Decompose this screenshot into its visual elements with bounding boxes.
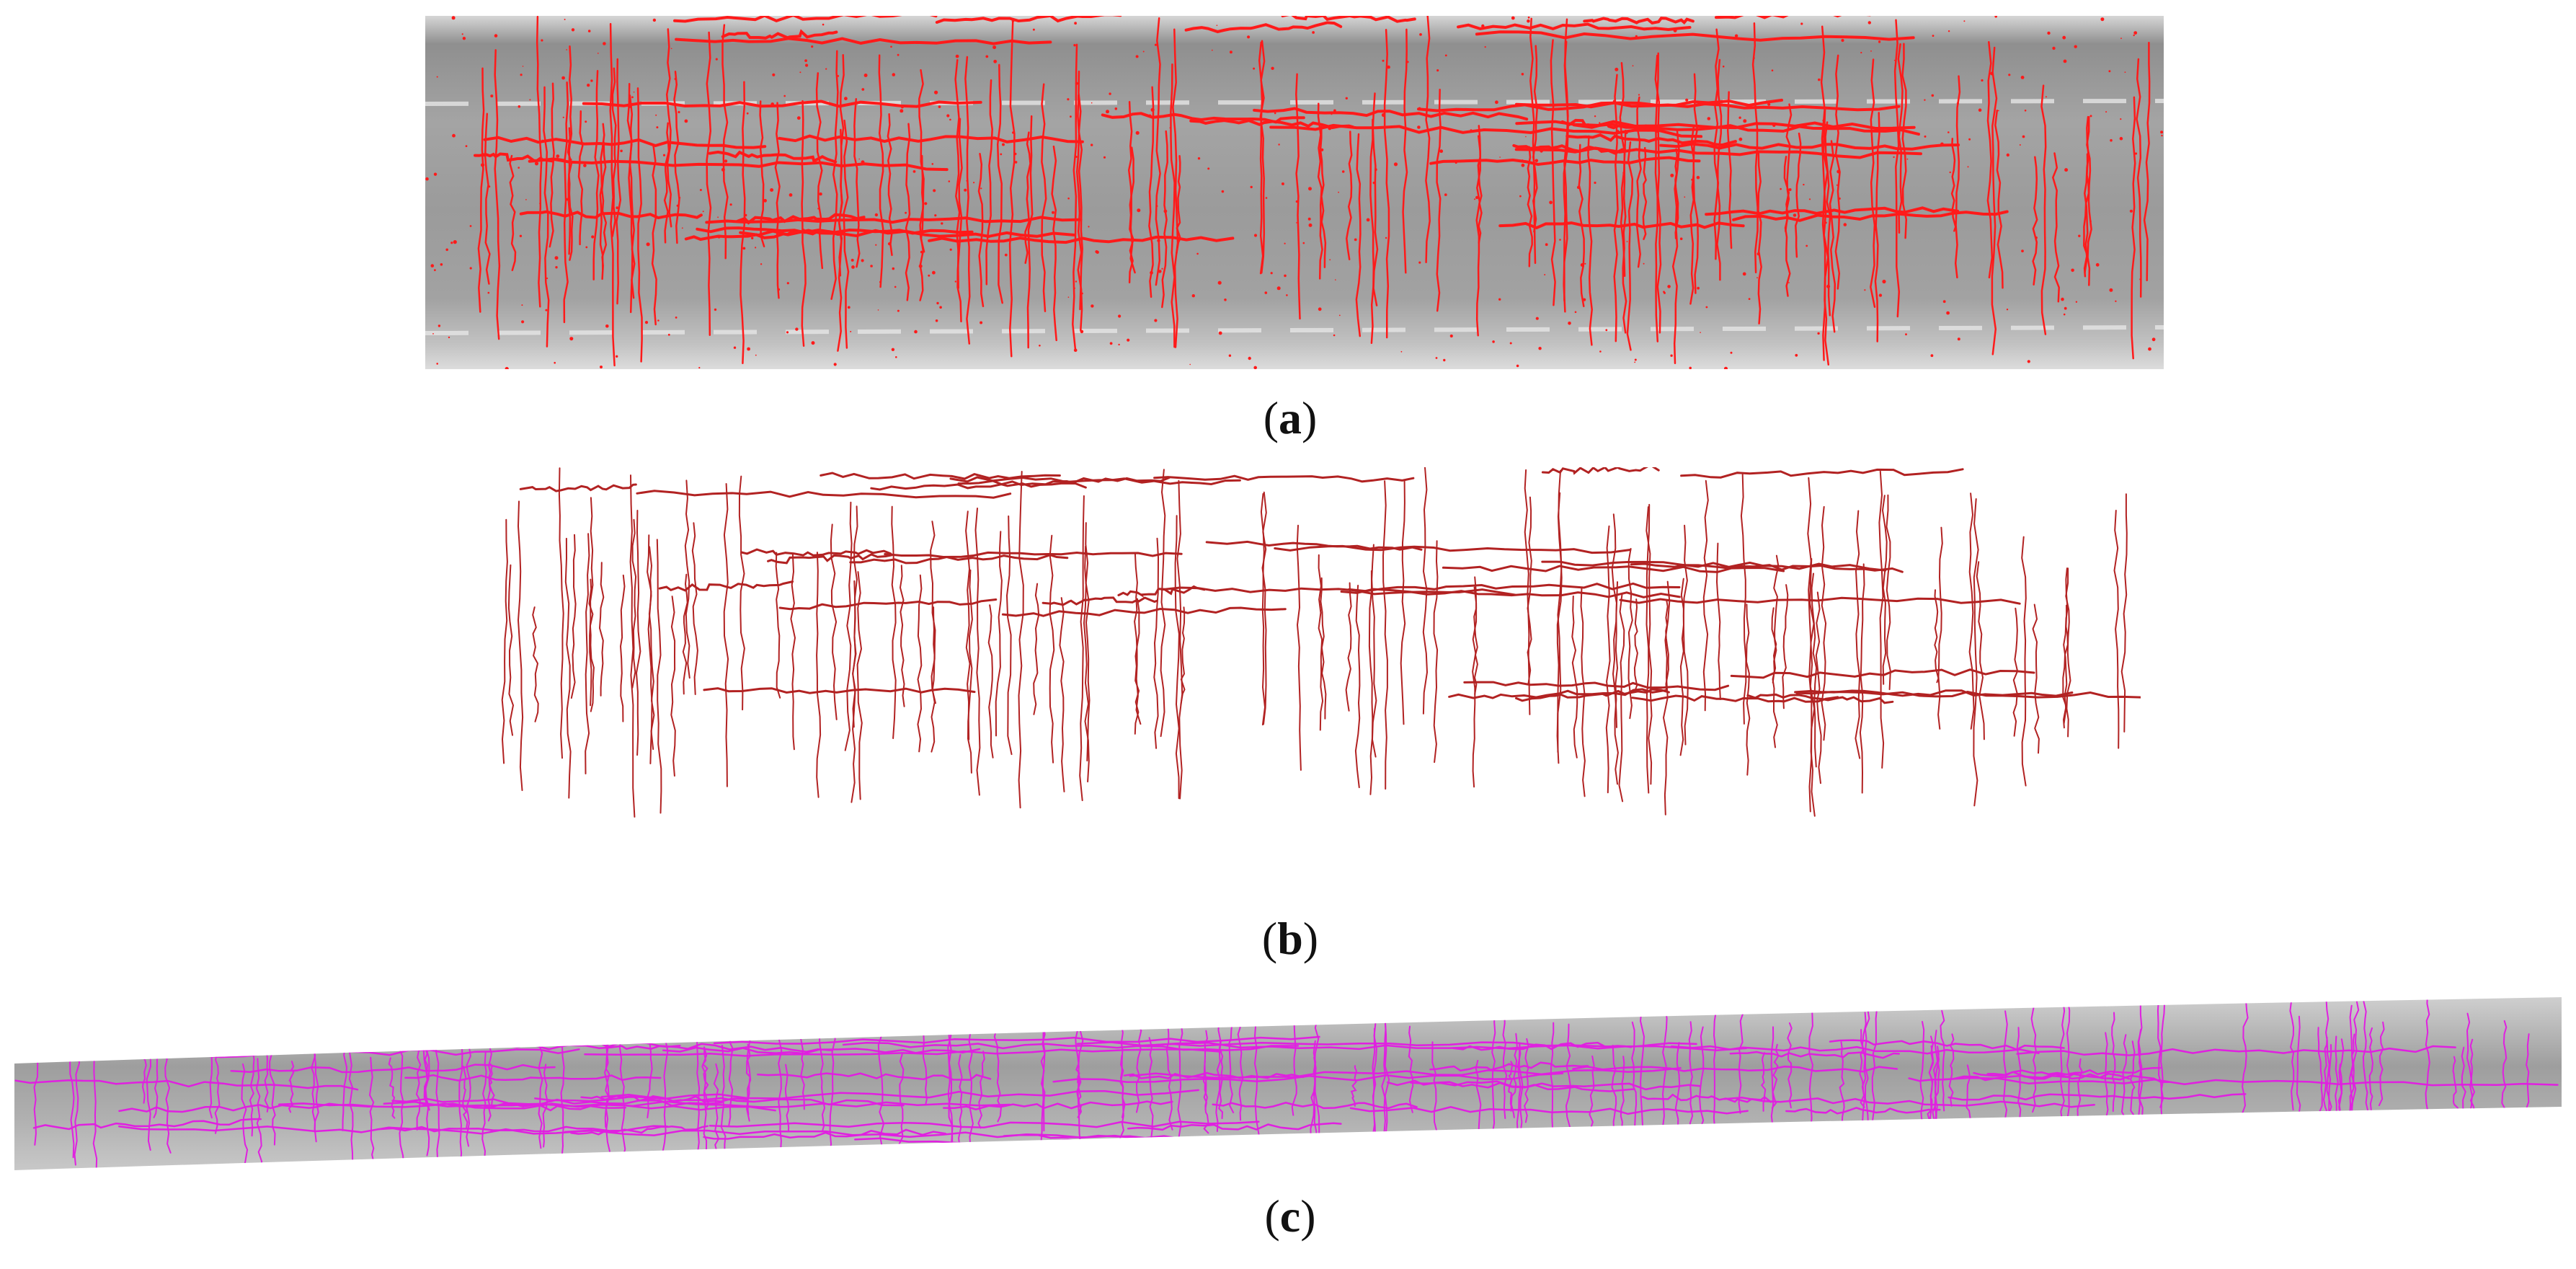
caption-a: (a) <box>1263 392 1318 443</box>
panel-b-extracted-crack-map <box>450 467 2141 821</box>
panel-c-curved-pavement-crack-image <box>14 997 2562 1170</box>
caption-b: (b) <box>1261 913 1319 964</box>
caption-c: (c) <box>1264 1190 1316 1242</box>
panel-a-pavement-crack-image <box>425 16 2164 369</box>
